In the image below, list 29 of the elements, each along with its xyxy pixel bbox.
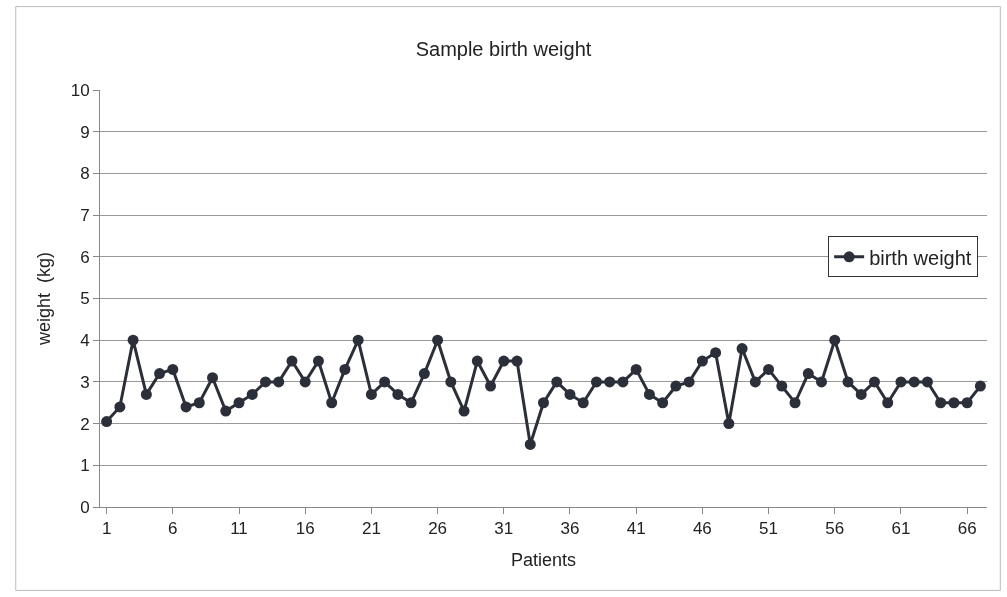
x-tick-label: 11 xyxy=(230,519,248,539)
y-tick-label: 4 xyxy=(80,331,90,351)
x-tick-label: 1 xyxy=(101,519,112,539)
x-tick-label: 6 xyxy=(168,519,178,539)
chart-title: Sample birth weight xyxy=(415,37,592,60)
y-tick-label: 8 xyxy=(80,164,90,184)
y-tick-label: 2 xyxy=(80,414,90,434)
x-tick-label: 21 xyxy=(361,519,381,539)
x-tick-label: 31 xyxy=(494,519,514,539)
x-tick-label: 61 xyxy=(891,519,911,539)
y-tick-label: 5 xyxy=(80,289,90,309)
x-tick-label: 46 xyxy=(692,519,712,539)
x-axis-title: Patients xyxy=(510,549,577,570)
y-axis-title: weight (kg) xyxy=(33,251,54,347)
x-tick-label: 26 xyxy=(428,519,448,539)
legend-label: birth weight xyxy=(869,246,972,269)
x-tick-label: 16 xyxy=(295,519,315,539)
x-tick-label: 41 xyxy=(626,519,646,539)
y-tick-label: 9 xyxy=(80,122,90,142)
y-tick-label: 3 xyxy=(80,372,90,392)
x-tick-label: 56 xyxy=(825,519,845,539)
y-tick-label: 0 xyxy=(80,497,90,517)
y-tick-label: 10 xyxy=(70,80,90,100)
y-tick-label: 6 xyxy=(80,247,90,267)
y-tick-label: 1 xyxy=(80,456,90,476)
x-tick-label: 66 xyxy=(957,519,977,539)
y-tick-label: 7 xyxy=(80,206,90,226)
x-tick-label: 36 xyxy=(560,519,580,539)
x-tick-label: 51 xyxy=(759,519,779,539)
